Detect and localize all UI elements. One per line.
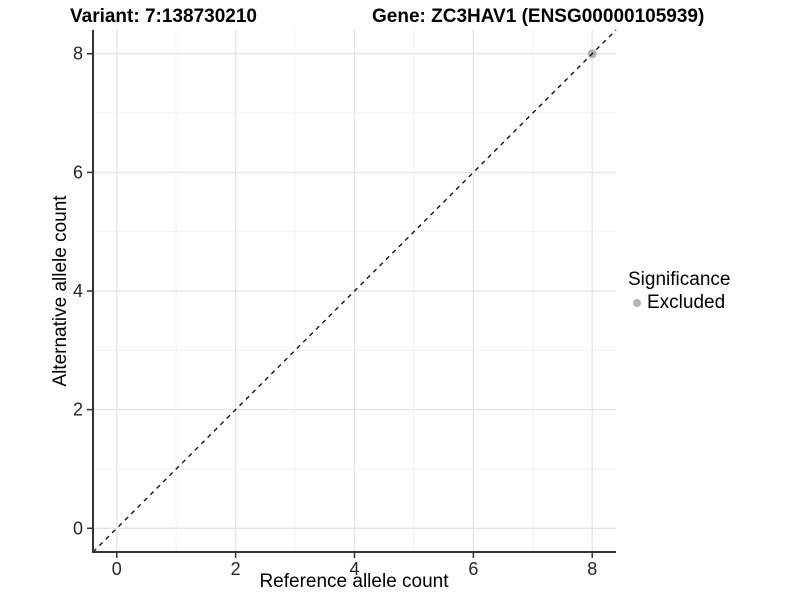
legend-title: Significance [628, 269, 731, 290]
y-tick-label: 4 [73, 281, 83, 301]
x-tick-label: 4 [349, 559, 359, 579]
y-tick-label: 2 [73, 400, 83, 420]
legend: Significance Excluded [628, 269, 730, 314]
x-tick-label: 6 [468, 559, 478, 579]
y-tick-label: 0 [73, 518, 83, 538]
x-tick-label: 2 [231, 559, 241, 579]
x-tick-label: 8 [587, 559, 597, 579]
y-tick-label: 6 [73, 162, 83, 182]
x-tick-label: 0 [112, 559, 122, 579]
plot-title-gene: Gene: ZC3HAV1 (ENSG00000105939) [372, 6, 705, 27]
y-tick-label: 8 [73, 44, 83, 64]
x-axis-label: Reference allele count [259, 571, 449, 592]
excluded-point-icon [633, 299, 641, 307]
legend-item-label: Excluded [647, 292, 726, 313]
plot-title-variant: Variant: 7:138730210 [70, 6, 257, 27]
identity-reference-line [92, 29, 617, 553]
y-axis-label: Alternative allele count [50, 195, 71, 387]
legend-item-excluded: Excluded [628, 292, 730, 314]
